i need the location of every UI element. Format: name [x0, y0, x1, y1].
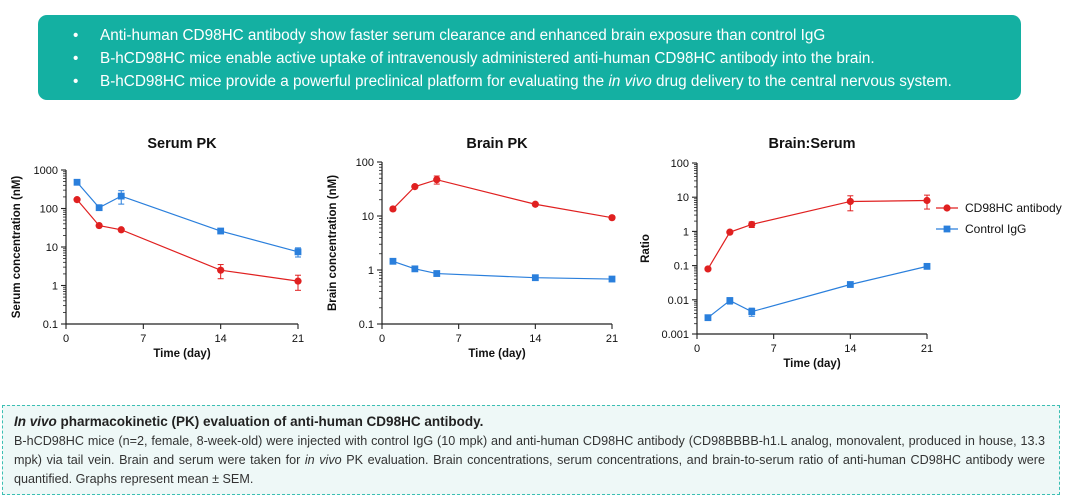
y-tick-label: 0.01	[668, 295, 689, 307]
y-tick-label: 10	[46, 242, 58, 254]
caption-body-italic: in vivo	[304, 453, 342, 467]
x-tick-label: 21	[921, 343, 933, 355]
x-tick-label: 14	[215, 333, 227, 345]
summary-bullet: B-hCD98HC mice provide a powerful precli…	[73, 70, 1021, 93]
legend-label: CD98HC antibody	[965, 201, 1062, 215]
data-point	[748, 220, 756, 229]
data-point	[846, 281, 854, 288]
x-tick-label: 7	[140, 333, 146, 345]
data-point	[608, 214, 616, 222]
summary-list: Anti-human CD98HC antibody show faster s…	[73, 24, 1021, 93]
data-point	[433, 176, 441, 184]
y-tick-label: 0.001	[661, 329, 689, 341]
caption-body-text: PK evaluation. Brain concentrations, ser…	[14, 453, 1045, 486]
summary-bullet: B-hCD98HC mice enable active uptake of i…	[73, 47, 1021, 70]
data-point	[531, 274, 539, 282]
y-tick-label: 100	[671, 158, 689, 170]
data-point	[411, 183, 419, 191]
series-line	[707, 265, 928, 319]
data-point	[923, 262, 931, 270]
x-axis-label: Time (day)	[468, 348, 525, 360]
x-tick-label: 7	[771, 343, 777, 355]
data-point	[608, 275, 616, 283]
data-point	[411, 265, 419, 273]
x-tick-label: 0	[63, 333, 69, 345]
caption-body: B-hCD98HC mice (n=2, female, 8-week-old)…	[14, 432, 1045, 489]
x-tick-label: 21	[292, 333, 304, 345]
data-point	[117, 192, 125, 200]
caption-title-text: pharmacokinetic (PK) evaluation of anti-…	[56, 414, 484, 429]
y-axis-label: Ratio	[640, 234, 652, 263]
chart-title: Brain:Serum	[768, 136, 855, 152]
x-tick-label: 14	[529, 333, 541, 345]
x-tick-label: 14	[844, 343, 856, 355]
chart-title: Serum PK	[147, 136, 217, 152]
data-point	[726, 228, 734, 236]
y-axis-label: Brain concentration (nM)	[327, 175, 339, 311]
data-point	[73, 178, 81, 186]
data-point	[923, 196, 931, 205]
caption-title-italic: In vivo	[14, 414, 57, 429]
data-point	[704, 314, 712, 322]
y-tick-label: 0.1	[43, 319, 58, 331]
chart-title: Brain PK	[466, 136, 528, 152]
y-tick-label: 1000	[34, 165, 58, 177]
data-point	[726, 297, 734, 304]
data-point	[294, 277, 302, 285]
data-point	[95, 204, 103, 212]
series-line	[76, 199, 299, 282]
y-tick-label: 1	[368, 265, 374, 277]
caption-title: In vivo pharmacokinetic (PK) evaluation …	[14, 412, 1045, 431]
x-axis-label: Time (day)	[783, 358, 840, 370]
data-point	[531, 200, 539, 208]
series-line	[707, 199, 928, 270]
caption-body-text: B-hCD98HC mice (n=2, female, 8-week-old)…	[14, 434, 1045, 467]
legend: CD98HC antibody Control IgG	[936, 201, 1062, 236]
chart-1: Serum PK 0.1 1 10 100 1000 0 7 14 21 Time (day) Ser…	[11, 136, 304, 360]
data-point	[217, 266, 225, 274]
data-point	[433, 270, 441, 277]
series-line	[392, 179, 613, 219]
legend-marker	[943, 204, 951, 212]
y-tick-label: 10	[362, 211, 374, 223]
bullet-text: B-hCD98HC mice enable active uptake of i…	[100, 50, 875, 67]
x-tick-label: 0	[379, 333, 385, 345]
series-line	[392, 260, 613, 280]
data-point	[704, 265, 712, 273]
y-tick-label: 1	[52, 281, 58, 293]
data-point	[217, 227, 225, 235]
x-tick-label: 7	[456, 333, 462, 345]
data-point	[389, 257, 397, 265]
data-point	[117, 226, 125, 234]
bullet-italic-text: in vivo	[608, 73, 652, 90]
chart-2: Brain PK 0.1 1 10 100 0 7 14 21 Time (day) Brain c…	[327, 136, 618, 360]
data-point	[846, 197, 854, 206]
y-tick-label: 100	[356, 157, 374, 169]
caption-box: In vivo pharmacokinetic (PK) evaluation …	[2, 405, 1060, 495]
bullet-text: B-hCD98HC mice provide a powerful precli…	[100, 73, 609, 90]
y-tick-label: 0.1	[359, 319, 374, 331]
y-tick-label: 1	[683, 226, 689, 238]
summary-box: Anti-human CD98HC antibody show faster s…	[38, 15, 1021, 100]
data-point	[389, 205, 397, 213]
summary-bullet: Anti-human CD98HC antibody show faster s…	[73, 24, 1021, 47]
chart-3: Brain:Serum 0.001 0.01 0.1 1 10 100 0 7 14 21 Time …	[640, 136, 1062, 370]
y-tick-label: 0.1	[674, 261, 689, 273]
x-tick-label: 0	[694, 343, 700, 355]
data-point	[73, 196, 81, 204]
x-tick-label: 21	[606, 333, 618, 345]
y-axis-label: Serum concentration (nM)	[11, 176, 23, 319]
bullet-text: drug delivery to the central nervous sys…	[651, 73, 952, 90]
data-point	[748, 308, 756, 316]
legend-label: Control IgG	[965, 222, 1026, 236]
data-point	[95, 221, 103, 230]
y-tick-label: 10	[677, 192, 689, 204]
bullet-text: Anti-human CD98HC antibody show faster s…	[100, 27, 826, 44]
series-line	[76, 181, 299, 253]
legend-marker	[943, 225, 951, 233]
x-axis-label: Time (day)	[153, 348, 210, 360]
data-point	[294, 248, 302, 256]
y-tick-label: 100	[40, 204, 58, 216]
